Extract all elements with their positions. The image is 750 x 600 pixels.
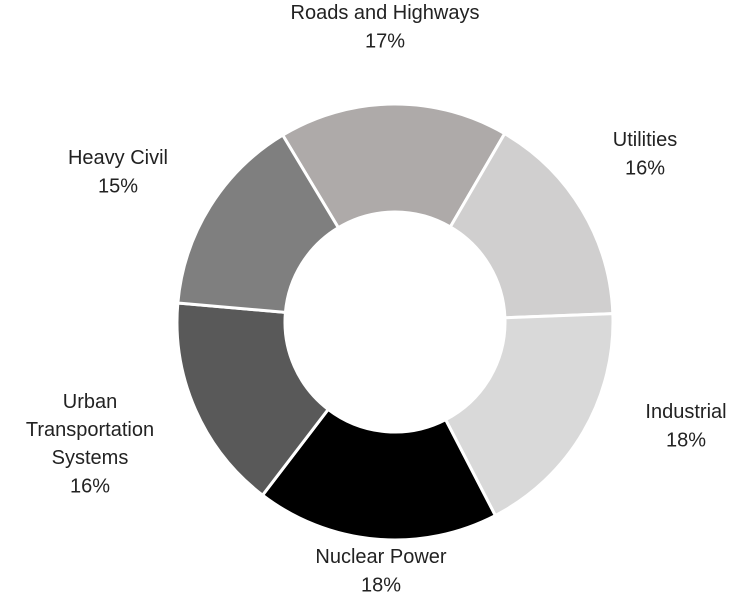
category-label: Nuclear Power bbox=[315, 546, 447, 568]
category-label-line: Industrial bbox=[645, 401, 726, 423]
category-label-line: Transportation bbox=[26, 419, 154, 441]
category-label-line: Systems bbox=[52, 447, 129, 469]
donut-segment bbox=[175, 301, 331, 498]
category-label-line: Utilities bbox=[613, 129, 677, 151]
category-label: Roads and Highways bbox=[291, 2, 480, 24]
category-label-line: Heavy Civil bbox=[68, 147, 168, 169]
category-label: Heavy Civil bbox=[68, 147, 168, 169]
category-label-line: Nuclear Power bbox=[315, 546, 447, 568]
category-label-line: Roads and Highways bbox=[291, 2, 480, 24]
value-label: 18% bbox=[361, 574, 401, 596]
value-label: 16% bbox=[625, 157, 665, 179]
category-label-line: Urban bbox=[63, 391, 117, 413]
category-label: Utilities bbox=[613, 129, 677, 151]
value-label: 16% bbox=[70, 475, 110, 497]
value-label: 15% bbox=[98, 175, 138, 197]
donut-segment bbox=[280, 102, 507, 230]
category-label: Industrial bbox=[645, 401, 726, 423]
donut-segment bbox=[443, 312, 615, 518]
donut-segment bbox=[176, 133, 341, 315]
value-label: 18% bbox=[666, 429, 706, 451]
donut-segment bbox=[260, 407, 498, 542]
donut-segment bbox=[448, 131, 615, 320]
value-label: 17% bbox=[365, 30, 405, 52]
category-label: Urban Transportation Systems bbox=[26, 391, 154, 469]
